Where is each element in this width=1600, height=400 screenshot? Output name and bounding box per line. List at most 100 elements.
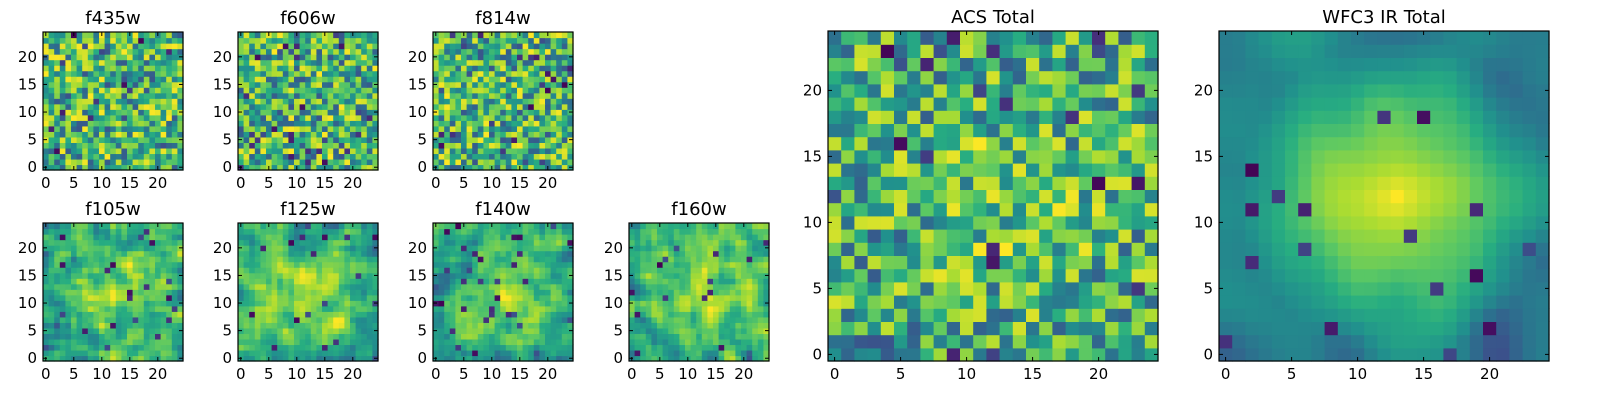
heatmap-cell — [449, 98, 456, 105]
heatmap-cell — [350, 92, 357, 99]
heatmap-cell — [561, 272, 568, 279]
heatmap-cell — [177, 322, 184, 329]
heatmap-cell — [455, 43, 462, 50]
heatmap-cell — [550, 327, 557, 334]
heatmap-cell — [528, 48, 535, 55]
heatmap-cell — [645, 349, 652, 357]
heatmap-cell — [149, 114, 156, 121]
y-tick-label: 10 — [408, 294, 427, 312]
heatmap-cell — [344, 131, 351, 138]
heatmap-cell — [254, 32, 261, 39]
heatmap-cell — [322, 349, 329, 357]
heatmap-cell — [104, 147, 111, 155]
heatmap-cell — [350, 120, 357, 127]
heatmap-cell — [511, 338, 518, 346]
heatmap-cell — [266, 338, 273, 346]
heatmap-cell — [556, 158, 563, 166]
heatmap-cell — [433, 125, 440, 132]
y-tick-label: 5 — [613, 322, 623, 340]
heatmap-cell — [93, 81, 100, 88]
heatmap-cell — [433, 289, 440, 296]
heatmap-cell — [99, 333, 106, 340]
heatmap-cell — [757, 305, 764, 312]
heatmap-cell — [65, 344, 72, 351]
heatmap-cell — [361, 322, 368, 329]
heatmap-cell — [449, 109, 456, 116]
heatmap-cell — [483, 234, 490, 241]
heatmap-cell — [567, 228, 574, 235]
y-tick-label: 10 — [18, 294, 37, 312]
heatmap-cell — [282, 256, 289, 263]
heatmap-cell — [166, 142, 173, 149]
heatmap-cell — [87, 344, 94, 351]
heatmap-cell — [561, 70, 568, 77]
heatmap-cell — [533, 147, 540, 155]
heatmap-cell — [517, 92, 524, 99]
heatmap-cell — [1131, 281, 1146, 296]
heatmap-cell — [567, 316, 574, 323]
heatmap-cell — [550, 65, 557, 72]
heatmap-cell — [366, 109, 373, 116]
heatmap-cell — [539, 131, 546, 138]
heatmap-cell — [366, 65, 373, 72]
heatmap-cell — [271, 256, 278, 263]
panel-title: f606w — [280, 8, 335, 29]
heatmap-cell — [110, 322, 117, 329]
heatmap-cell — [127, 37, 134, 44]
heatmap-cell — [505, 153, 512, 160]
heatmap-cell — [243, 114, 250, 121]
heatmap-cell — [854, 202, 869, 217]
heatmap-cell — [466, 223, 473, 230]
heatmap-cell — [539, 349, 546, 357]
heatmap-cell — [729, 294, 736, 301]
heatmap-cell — [249, 158, 256, 166]
heatmap-cell — [539, 136, 546, 143]
heatmap-cell — [115, 311, 122, 318]
heatmap-cell — [696, 250, 703, 257]
heatmap-cell — [344, 147, 351, 155]
heatmap-cell — [138, 147, 145, 155]
heatmap-cell — [696, 327, 703, 334]
heatmap-cell — [1118, 215, 1133, 230]
heatmap-cell — [685, 316, 692, 323]
heatmap-cell — [115, 223, 122, 230]
heatmap-cell — [466, 125, 473, 132]
heatmap-cell — [718, 311, 725, 318]
heatmap-cell — [93, 256, 100, 263]
heatmap-cell — [249, 114, 256, 121]
heatmap-cell — [867, 189, 882, 204]
heatmap-cell — [271, 355, 278, 362]
heatmap-cell — [171, 289, 178, 296]
heatmap-cell — [338, 109, 345, 116]
heatmap-cell — [350, 81, 357, 88]
heatmap-cell — [438, 289, 445, 296]
heatmap-cell — [685, 349, 692, 357]
heatmap-cell — [171, 250, 178, 257]
heatmap-cell — [567, 125, 574, 132]
heatmap-cell — [54, 316, 61, 323]
x-tick-label: 0 — [431, 174, 441, 192]
heatmap-cell — [76, 131, 83, 138]
heatmap-cell — [1105, 268, 1119, 283]
heatmap-cell — [65, 70, 72, 77]
heatmap-cell — [511, 136, 518, 143]
heatmap-cell — [1078, 176, 1093, 190]
heatmap-cell — [338, 153, 345, 160]
heatmap-cell — [160, 294, 167, 301]
y-tick-label: 15 — [18, 75, 37, 93]
heatmap-cell — [305, 256, 312, 263]
heatmap-cell — [561, 103, 568, 110]
heatmap-cell — [132, 311, 139, 318]
heatmap-cell — [724, 272, 731, 279]
heatmap-cell — [149, 344, 156, 351]
heatmap-cell — [288, 54, 295, 61]
heatmap-cell — [99, 54, 106, 61]
heatmap-cell — [316, 344, 323, 351]
heatmap-cell — [160, 120, 167, 127]
heatmap-cell — [679, 223, 686, 230]
heatmap-cell — [76, 65, 83, 72]
heatmap-cell — [690, 316, 697, 323]
heatmap-cell — [685, 234, 692, 241]
heatmap-cell — [505, 289, 512, 296]
